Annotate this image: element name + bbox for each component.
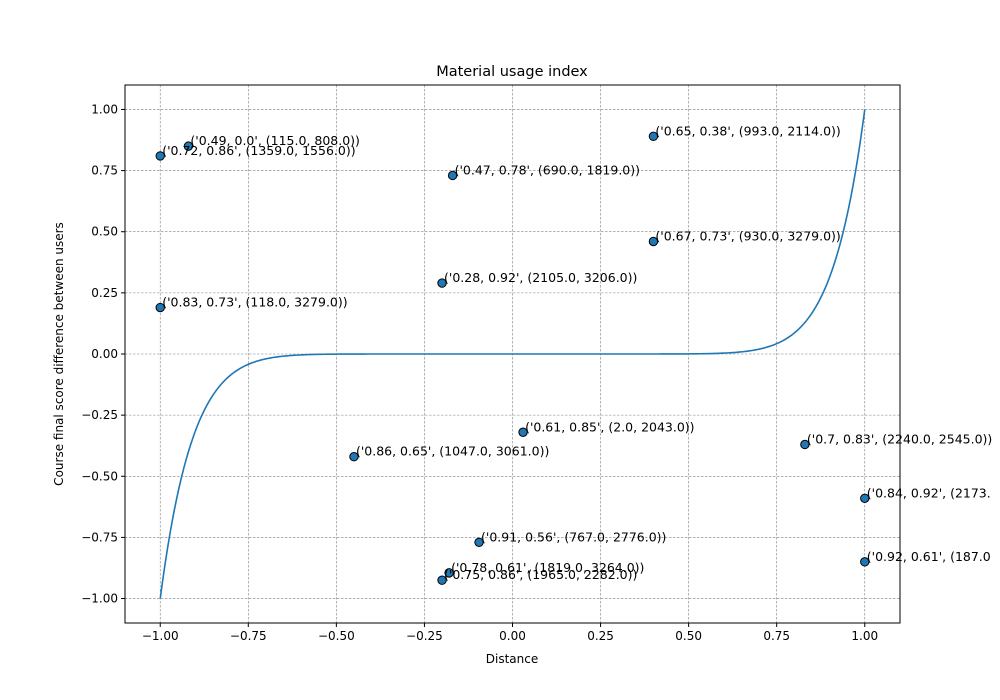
y-tick-label: 0.50 — [91, 225, 118, 239]
x-tick-label: 0.00 — [499, 629, 526, 643]
chart-title: Material usage index — [436, 64, 588, 80]
data-point — [183, 141, 194, 151]
x-tick-label: −0.50 — [318, 629, 355, 643]
point-annotation: ('0.47, 0.78', (690.0, 1819.0)) — [455, 162, 640, 177]
x-tick-label: 0.25 — [587, 629, 614, 643]
point-annotation: ('0.49, 0.0', (115.0, 808.0)) — [190, 133, 360, 148]
y-tick-label: 1.00 — [91, 102, 118, 116]
point-annotation: ('0.83, 0.73', (118.0, 3279.0)) — [162, 295, 347, 310]
y-tick-label: −1.00 — [81, 592, 118, 606]
point-annotation: ('0.78, 0.61', (1819.0, 3264.0)) — [451, 560, 644, 575]
data-point — [349, 452, 359, 462]
data-point — [155, 302, 165, 313]
point-annotation: ('0.65, 0.38', (993.0, 2114.0)) — [655, 123, 840, 138]
point-annotation: ('0.75, 0.86', (1965.0, 2282.0)) — [444, 567, 637, 582]
y-tick-label: −0.50 — [81, 469, 118, 483]
data-point — [444, 568, 454, 578]
data-point — [437, 278, 447, 288]
data-point — [518, 427, 528, 437]
y-tick-label: 0.25 — [91, 286, 118, 300]
y-axis-label: Course final score difference between us… — [52, 222, 66, 486]
point-annotation: ('0.92, 0.61', (187.0 — [867, 549, 991, 564]
data-point — [800, 439, 810, 450]
x-tick-label: −0.25 — [406, 629, 443, 643]
point-annotation: ('0.91, 0.56', (767.0, 2776.0)) — [481, 529, 666, 544]
x-tick-label: 0.50 — [675, 629, 702, 643]
x-tick-label: −0.75 — [230, 629, 267, 643]
point-annotation: ('0.61, 0.85', (2.0, 2043.0)) — [525, 419, 695, 434]
point-annotation: ('0.67, 0.73', (930.0, 3279.0)) — [655, 229, 840, 244]
y-tick-label: 0.00 — [91, 347, 118, 361]
point-annotation: ('0.72, 0.86', (1359.0, 1556.0)) — [162, 143, 355, 158]
point-annotation: ('0.86, 0.65', (1047.0, 3061.0)) — [356, 444, 549, 459]
data-point — [860, 493, 870, 503]
points-layer — [155, 131, 870, 585]
data-point — [437, 575, 447, 585]
y-tick-label: −0.25 — [81, 408, 118, 422]
y-axis-ticks: −1.00 −0.75 −0.50 −0.25 0.00 0.25 0.50 0.75 1.00 — [81, 102, 125, 606]
data-point — [155, 151, 165, 161]
data-point — [648, 236, 659, 247]
x-tick-label: 0.75 — [763, 629, 790, 643]
data-point — [447, 170, 458, 181]
y-tick-label: −0.75 — [81, 530, 118, 544]
point-annotation: ('0.84, 0.92', (2173. — [867, 485, 991, 500]
curve-layer — [159, 109, 866, 599]
data-point — [860, 557, 870, 567]
x-axis-label: Distance — [486, 652, 538, 666]
data-point — [648, 131, 659, 142]
curve-line — [159, 109, 866, 599]
y-tick-label: 0.75 — [91, 164, 118, 178]
x-axis-ticks: −1.00 −0.75 −0.50 −0.25 0.00 0.25 0.50 0.75 1.00 — [142, 623, 878, 643]
point-annotation: ('0.28, 0.92', (2105.0, 3206.0)) — [444, 270, 637, 285]
data-point — [474, 537, 484, 547]
x-tick-label: −1.00 — [142, 629, 179, 643]
x-tick-label: 1.00 — [851, 629, 878, 643]
